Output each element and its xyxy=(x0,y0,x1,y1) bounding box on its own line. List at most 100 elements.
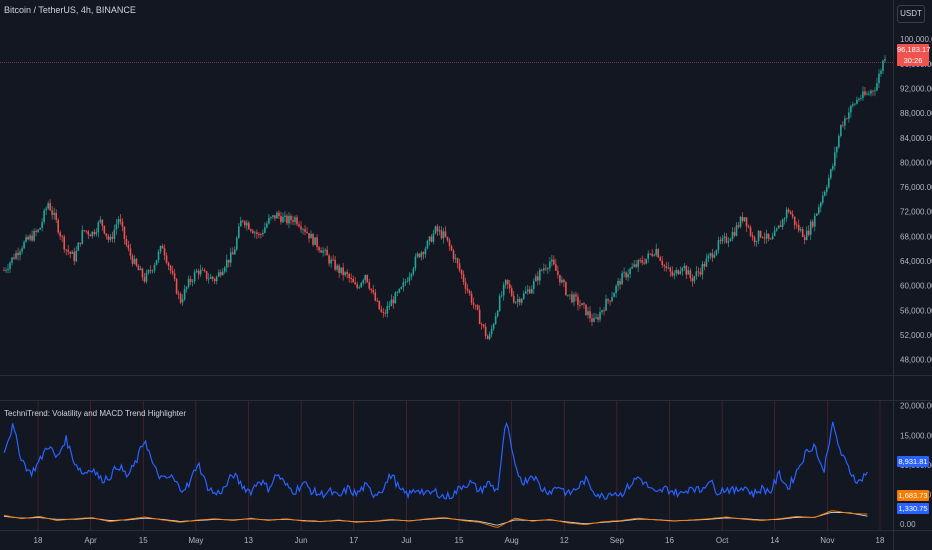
candle-body xyxy=(683,265,686,269)
candle-body xyxy=(731,232,734,240)
candle-body xyxy=(577,296,579,305)
candle-body xyxy=(840,124,842,136)
candle-body xyxy=(811,221,814,227)
candle-body xyxy=(705,258,708,267)
candle-body xyxy=(103,225,106,234)
candle-body xyxy=(715,250,718,255)
candle-body xyxy=(508,284,511,289)
candle-body xyxy=(376,300,379,302)
candle-body xyxy=(3,270,5,272)
candle-body xyxy=(298,224,300,227)
candle-body xyxy=(177,293,180,295)
time-axis-label: Oct xyxy=(716,536,729,545)
candle-body xyxy=(97,222,100,233)
candle-body xyxy=(43,210,45,222)
price-axis-label: 76,000.00 xyxy=(900,183,932,192)
candle-body xyxy=(336,265,338,270)
candle-body xyxy=(555,264,557,271)
candle-body xyxy=(242,220,244,222)
candle-body xyxy=(201,269,204,271)
candle-body xyxy=(842,124,844,126)
candle-body xyxy=(322,250,324,253)
candle-body xyxy=(438,230,441,232)
candle-body xyxy=(133,258,136,264)
candle-body xyxy=(288,215,290,224)
candle-body xyxy=(350,278,352,279)
time-axis-label: Jul xyxy=(401,536,411,545)
candle-body xyxy=(669,267,672,272)
time-axis-label: Apr xyxy=(84,536,97,545)
candle-body xyxy=(135,258,138,266)
candle-body xyxy=(35,230,37,232)
candle-body xyxy=(516,299,519,303)
candle-body xyxy=(464,282,467,289)
candle-body xyxy=(203,270,206,272)
candle-body xyxy=(480,324,483,325)
candle-body xyxy=(380,309,383,312)
candle-body xyxy=(579,304,581,306)
candle-body xyxy=(615,285,617,294)
candle-body xyxy=(237,226,240,238)
candle-body xyxy=(354,282,356,285)
candle-body xyxy=(211,276,214,279)
candle-body xyxy=(340,267,342,273)
candle-body xyxy=(653,255,656,257)
candle-body xyxy=(819,202,822,208)
candle-body xyxy=(81,230,84,244)
candle-body xyxy=(101,219,104,226)
candle-body xyxy=(420,252,423,258)
time-axis-label: 15 xyxy=(139,536,148,545)
time-axis-label: Nov xyxy=(820,536,834,545)
candle-body xyxy=(623,272,625,274)
candle-body xyxy=(735,225,738,236)
candle-body xyxy=(398,288,401,293)
candle-body xyxy=(235,237,238,250)
candle-body xyxy=(169,265,172,271)
candle-body xyxy=(209,276,212,279)
candle-body xyxy=(641,260,643,263)
candle-body xyxy=(619,281,621,285)
candle-body xyxy=(334,259,336,270)
price-axis-label: 56,000.00 xyxy=(900,306,932,315)
candle-body xyxy=(342,267,344,276)
candle-body xyxy=(769,238,772,240)
candle-body xyxy=(141,268,144,278)
candle-body xyxy=(561,279,563,283)
candle-body xyxy=(625,272,627,278)
candle-body xyxy=(312,234,314,245)
candle-body xyxy=(139,268,142,271)
candle-body xyxy=(787,209,790,212)
candle-body xyxy=(227,259,230,263)
candle-body xyxy=(167,262,170,266)
currency-button[interactable]: USDT xyxy=(897,5,925,23)
candle-body xyxy=(484,326,487,337)
candle-body xyxy=(165,255,168,263)
symbol-title: Bitcoin / TetherUS, 4h, BINANCE xyxy=(4,5,136,15)
candle-body xyxy=(456,258,459,264)
candle-body xyxy=(611,297,613,302)
candle-body xyxy=(406,281,409,283)
candle-body xyxy=(603,310,605,312)
indicator-axis-label: 20,000.00 xyxy=(900,402,932,411)
candle-body xyxy=(240,220,242,227)
candle-body xyxy=(474,304,477,306)
candle-body xyxy=(344,272,346,276)
time-axis-label: 12 xyxy=(560,536,569,545)
candle-body xyxy=(647,253,649,259)
last-price-badge: 96,183.17 30:26 xyxy=(897,44,930,66)
candle-body xyxy=(583,303,585,305)
candle-body xyxy=(49,203,51,211)
candle-body xyxy=(396,292,399,294)
candle-body xyxy=(268,217,270,224)
candle-body xyxy=(384,312,387,314)
candle-body xyxy=(476,305,479,310)
candle-body xyxy=(256,232,258,235)
candle-body xyxy=(274,215,276,219)
candle-body xyxy=(587,311,589,315)
candle-body xyxy=(29,235,31,240)
candle-body xyxy=(569,294,571,296)
time-axis-label: Aug xyxy=(505,536,519,545)
candle-body xyxy=(791,214,794,217)
